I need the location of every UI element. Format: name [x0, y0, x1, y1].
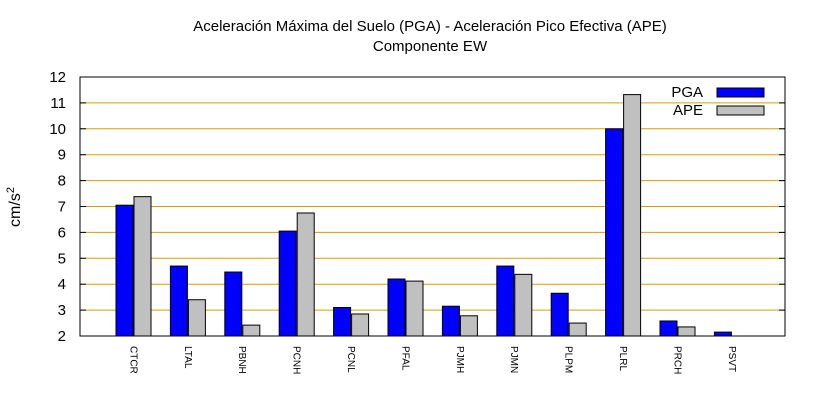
x-category-label: PFAL — [399, 346, 410, 371]
bar-ape — [133, 196, 152, 337]
gridlines — [80, 102, 785, 311]
bar-pga — [496, 265, 515, 337]
y-tick-label: 6 — [58, 224, 66, 241]
y-tick-label: 10 — [49, 121, 66, 138]
bar-ape — [405, 280, 424, 337]
y-tick-label: 8 — [58, 173, 66, 190]
y-axis-label-exponent: 2 — [5, 187, 17, 193]
chart-subtitle: Componente EW — [373, 38, 488, 55]
bar-pga — [713, 331, 732, 337]
bar-ape — [514, 273, 533, 337]
y-tick-label: 12 — [49, 69, 66, 86]
bar-pga — [115, 204, 134, 337]
bar-ape — [351, 313, 370, 337]
bar-ape — [459, 315, 478, 337]
bar-pga — [550, 292, 569, 337]
bar-pga — [605, 128, 624, 337]
bar-pga — [278, 230, 297, 337]
x-category-label: PSVT — [726, 346, 737, 372]
y-tick-label: 9 — [58, 147, 66, 164]
x-category-label: PRCH — [671, 346, 682, 374]
bar-pga — [387, 278, 406, 337]
x-category-label: PLPM — [563, 346, 574, 373]
y-tick-label: 2 — [58, 328, 66, 345]
legend-swatch-ape — [716, 105, 765, 116]
bar-ape — [568, 322, 587, 337]
legend-label: APE — [673, 102, 703, 119]
y-tick-label: 11 — [50, 95, 66, 112]
x-category-label: PJMN — [508, 346, 519, 373]
x-category-label: PBNH — [236, 346, 247, 374]
x-category-label: PJMH — [454, 346, 465, 373]
bar-pga — [441, 305, 460, 337]
y-ticks: 2 3 4 5 6 7 8 9 10 11 12 — [49, 69, 785, 345]
bar-ape — [296, 212, 315, 337]
x-category-label: LTAL — [182, 346, 193, 369]
x-category-label: PCNL — [345, 346, 356, 373]
bars — [115, 94, 732, 337]
legend-label: PGA — [671, 84, 703, 101]
bar-pga — [224, 271, 243, 337]
y-tick-label: 7 — [58, 199, 66, 216]
legend-swatch-pga — [716, 87, 765, 98]
x-categories: CTCR LTAL PBNH PCNH PCNL PFAL PJMH PJMN PLPM PLRL… — [127, 346, 736, 374]
y-tick-label: 4 — [58, 276, 66, 293]
bar-ape — [677, 326, 696, 337]
y-axis-label: cm/s2 — [5, 187, 24, 227]
x-category-label: PLRL — [617, 346, 628, 371]
bar-pga — [169, 265, 188, 337]
x-category-label: CTCR — [127, 346, 138, 374]
bar-ape — [187, 299, 206, 337]
x-category-label: PCNH — [291, 346, 302, 374]
bar-ape — [242, 324, 261, 337]
y-tick-label: 3 — [58, 302, 66, 319]
chart-title: Aceleración Máxima del Suelo (PGA) - Ace… — [193, 18, 667, 35]
bar-pga — [659, 320, 678, 337]
y-tick-label: 5 — [58, 250, 66, 267]
bar-ape — [623, 94, 642, 337]
bar-pga — [333, 307, 352, 337]
